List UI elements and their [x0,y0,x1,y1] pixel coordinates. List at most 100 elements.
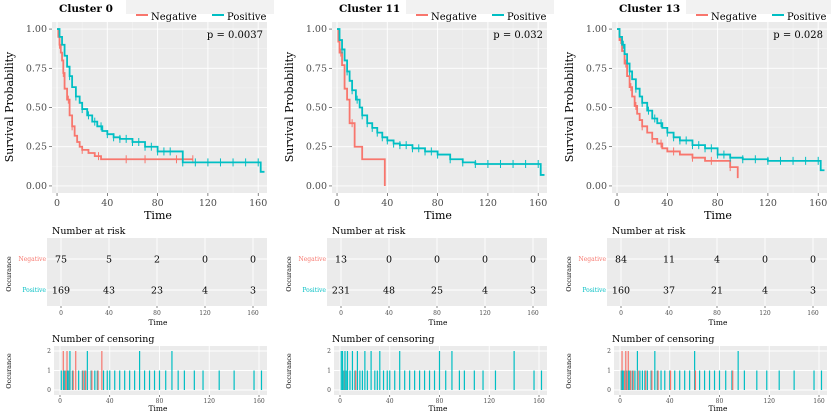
y-tick-label: 0.75 [26,63,47,74]
x-tick-label: 40 [661,198,673,209]
risk-count-negative: 75 [55,255,67,266]
risk-count-positive: 169 [52,286,70,297]
x-tick-label: 80 [152,198,164,209]
risk-x-tick-label: 40 [665,310,673,317]
y-axis-title: Survival Probability [3,51,16,162]
risk-y-title: Occurance [565,256,573,292]
risk-count-negative: 0 [810,255,816,266]
legend-positive-label: Positive [507,12,547,23]
y-tick-label: 0.50 [586,103,607,114]
censor-x-tick-label: 40 [106,398,114,405]
censor-x-tick-label: 0 [338,398,342,405]
censor-x-tick-label: 160 [533,398,545,405]
risk-count-positive: 3 [530,286,536,297]
censor-x-tick-label: 120 [764,398,776,405]
x-tick-label: 160 [809,198,827,209]
censor-x-tick-label: 0 [618,398,622,405]
y-tick-label: 1.00 [26,24,47,35]
risk-count-positive: 3 [250,286,256,297]
y-axis-title: Survival Probability [283,51,296,162]
x-axis-title: Time [144,209,172,222]
risk-x-tick-label: 0 [619,310,623,317]
risk-count-negative: 0 [434,255,440,266]
risk-x-tick-label: 0 [59,310,63,317]
risk-x-tick-label: 160 [807,310,819,317]
censor-y-tick-label: 1 [47,368,51,375]
risk-x-tick-label: 160 [527,310,539,317]
censor-y-title: Occurance [5,353,13,389]
panel-title: Cluster 11 [339,3,400,15]
x-tick-label: 40 [101,198,113,209]
y-axis-title: Survival Probability [563,51,576,162]
censor-table-title: Number of censoring [332,334,434,345]
risk-count-negative: 0 [250,255,256,266]
censor-x-title: Time [149,404,169,413]
censor-y-tick-label: 2 [327,348,331,355]
y-tick-label: 0.00 [586,181,607,192]
risk-table-title: Number at risk [612,226,686,237]
risk-count-positive: 37 [663,286,675,297]
risk-count-negative: 2 [154,255,160,266]
risk-count-negative: 0 [386,255,392,266]
x-tick-label: 120 [199,198,217,209]
risk-count-positive: 25 [431,286,443,297]
panel-title: Cluster 13 [619,3,680,15]
risk-row-label-negative: Negative [579,256,607,263]
risk-x-title: Time [709,318,729,327]
risk-x-tick-label: 120 [759,310,771,317]
x-tick-label: 40 [381,198,393,209]
risk-count-positive: 4 [762,286,768,297]
risk-row-label-positive: Positive [582,287,606,294]
risk-x-tick-label: 40 [105,310,113,317]
censor-x-tick-label: 40 [666,398,674,405]
y-tick-label: 0.00 [26,181,47,192]
legend-background [126,0,274,14]
risk-x-tick-label: 80 [153,310,161,317]
censor-y-tick-label: 1 [607,368,611,375]
legend-positive-label: Positive [787,12,827,23]
risk-y-title: Occurance [5,256,13,292]
risk-row-label-positive: Positive [302,287,326,294]
risk-count-positive: 160 [612,286,630,297]
y-tick-label: 0.50 [306,103,327,114]
risk-count-positive: 48 [383,286,395,297]
y-tick-label: 0.00 [306,181,327,192]
x-tick-label: 120 [759,198,777,209]
censor-y-title: Occurance [285,353,293,389]
risk-row-label-negative: Negative [299,256,327,263]
x-tick-label: 80 [712,198,724,209]
x-tick-label: 160 [529,198,547,209]
y-tick-label: 0.50 [26,103,47,114]
censor-x-tick-label: 160 [813,398,825,405]
risk-x-tick-label: 80 [433,310,441,317]
legend-background [406,0,554,14]
censor-x-tick-label: 120 [204,398,216,405]
y-tick-label: 0.25 [306,142,327,153]
x-tick-label: 0 [334,198,340,209]
risk-count-negative: 5 [106,255,112,266]
x-tick-label: 0 [54,198,60,209]
x-tick-label: 80 [432,198,444,209]
legend-negative-label: Negative [151,12,197,23]
risk-x-tick-label: 160 [247,310,259,317]
risk-table-title: Number at risk [52,226,126,237]
risk-count-positive: 21 [711,286,723,297]
risk-count-negative: 4 [714,255,720,266]
y-tick-label: 0.25 [26,142,47,153]
censor-y-tick-label: 1 [327,368,331,375]
risk-table-title: Number at risk [332,226,406,237]
risk-count-positive: 3 [810,286,816,297]
x-tick-label: 120 [479,198,497,209]
risk-x-tick-label: 40 [385,310,393,317]
censor-y-tick-label: 0 [327,387,331,394]
p-value: p = 0.0037 [207,30,263,41]
risk-count-negative: 84 [615,255,627,266]
risk-count-negative: 0 [762,255,768,266]
censor-y-tick-label: 2 [607,348,611,355]
x-tick-label: 160 [249,198,267,209]
risk-x-tick-label: 0 [339,310,343,317]
